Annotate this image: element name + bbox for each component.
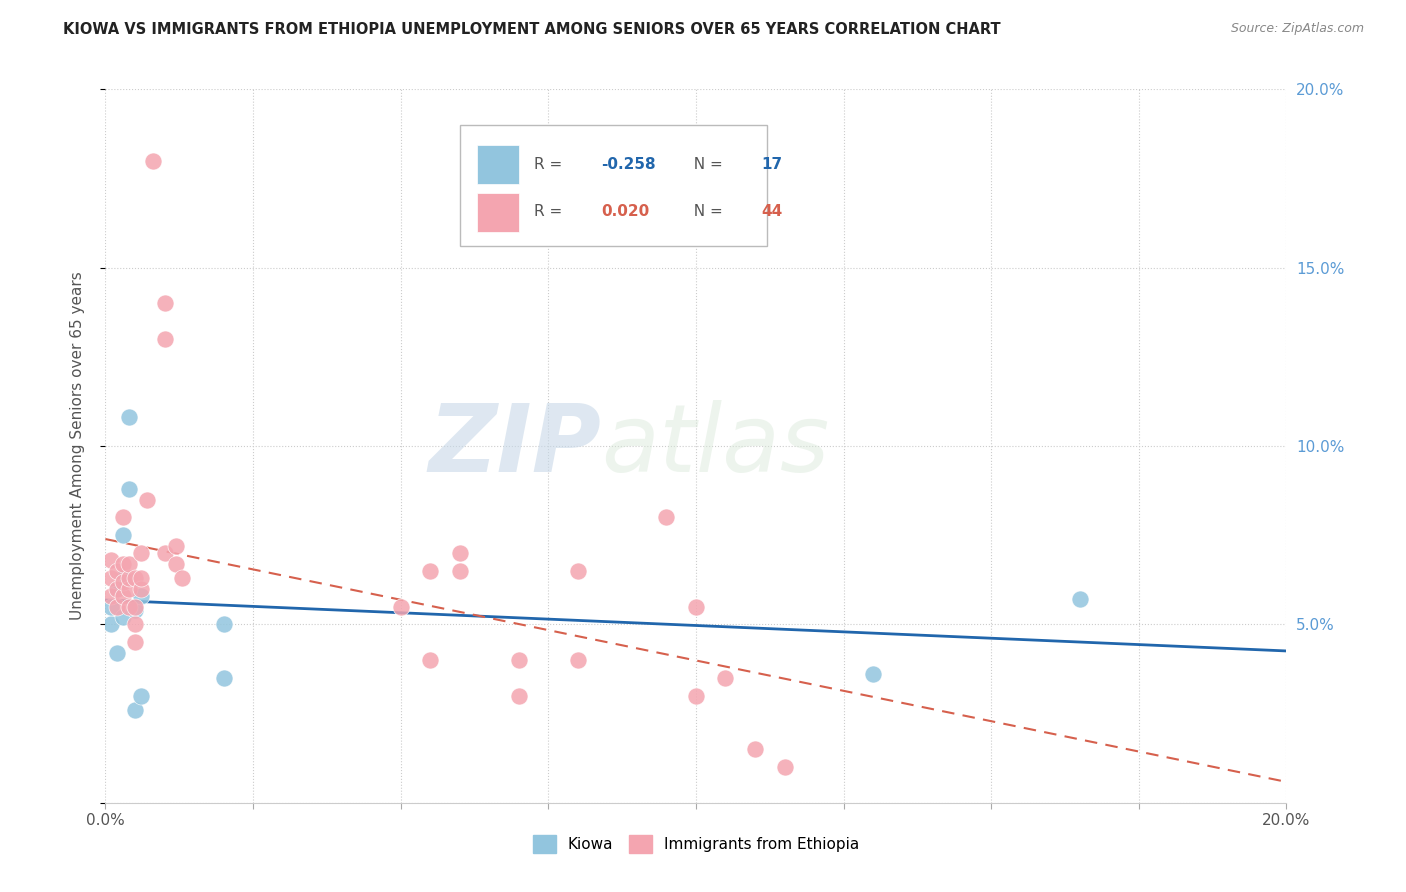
Point: [165, 557, 187, 571]
Text: atlas: atlas: [602, 401, 830, 491]
Point: [100, 553, 122, 567]
Point: [655, 510, 678, 524]
Point: [129, 689, 152, 703]
Point: [419, 653, 441, 667]
Point: [153, 332, 176, 346]
FancyBboxPatch shape: [478, 145, 519, 184]
Point: [118, 410, 141, 425]
Point: [212, 671, 235, 685]
Point: [129, 571, 152, 585]
Point: [153, 546, 176, 560]
Text: N =: N =: [685, 157, 728, 171]
Point: [112, 510, 135, 524]
Point: [567, 653, 589, 667]
Point: [773, 760, 796, 774]
Point: [118, 571, 141, 585]
Text: ZIP: ZIP: [429, 400, 602, 492]
Point: [118, 557, 141, 571]
Text: KIOWA VS IMMIGRANTS FROM ETHIOPIA UNEMPLOYMENT AMONG SENIORS OVER 65 YEARS CORRE: KIOWA VS IMMIGRANTS FROM ETHIOPIA UNEMPL…: [63, 22, 1001, 37]
Point: [118, 582, 141, 596]
Y-axis label: Unemployment Among Seniors over 65 years: Unemployment Among Seniors over 65 years: [70, 272, 84, 620]
Point: [862, 667, 884, 681]
Point: [714, 671, 737, 685]
Point: [105, 582, 128, 596]
Text: 17: 17: [761, 157, 782, 171]
Point: [129, 582, 152, 596]
Point: [105, 582, 128, 596]
Point: [419, 564, 441, 578]
Point: [112, 528, 135, 542]
Point: [508, 689, 530, 703]
Point: [112, 574, 135, 589]
Point: [685, 599, 707, 614]
Point: [153, 296, 176, 310]
Text: 44: 44: [761, 204, 782, 219]
Text: R =: R =: [534, 204, 567, 219]
Point: [124, 603, 146, 617]
Point: [744, 742, 766, 756]
Point: [112, 557, 135, 571]
Text: Source: ZipAtlas.com: Source: ZipAtlas.com: [1230, 22, 1364, 36]
Point: [172, 571, 194, 585]
Point: [567, 564, 589, 578]
Point: [105, 646, 128, 660]
Point: [124, 635, 146, 649]
Point: [142, 153, 165, 168]
Point: [105, 564, 128, 578]
Point: [129, 589, 152, 603]
Point: [124, 571, 146, 585]
Point: [508, 653, 530, 667]
Point: [112, 589, 135, 603]
Point: [685, 689, 707, 703]
Point: [100, 571, 122, 585]
Point: [212, 617, 235, 632]
Point: [129, 546, 152, 560]
Point: [124, 599, 146, 614]
Point: [449, 546, 471, 560]
Point: [389, 599, 412, 614]
Text: 0.020: 0.020: [602, 204, 650, 219]
Point: [105, 599, 128, 614]
FancyBboxPatch shape: [478, 193, 519, 232]
Point: [135, 492, 157, 507]
Legend: Kiowa, Immigrants from Ethiopia: Kiowa, Immigrants from Ethiopia: [527, 829, 865, 859]
Point: [100, 617, 122, 632]
Point: [100, 589, 122, 603]
Point: [165, 539, 187, 553]
Text: R =: R =: [534, 157, 567, 171]
Text: N =: N =: [685, 204, 728, 219]
Point: [118, 482, 141, 496]
Point: [100, 599, 122, 614]
Point: [112, 571, 135, 585]
Point: [124, 617, 146, 632]
Point: [449, 564, 471, 578]
Point: [112, 610, 135, 624]
Point: [124, 703, 146, 717]
FancyBboxPatch shape: [460, 125, 766, 246]
Point: [118, 599, 141, 614]
Point: [1069, 592, 1091, 607]
Text: -0.258: -0.258: [602, 157, 657, 171]
